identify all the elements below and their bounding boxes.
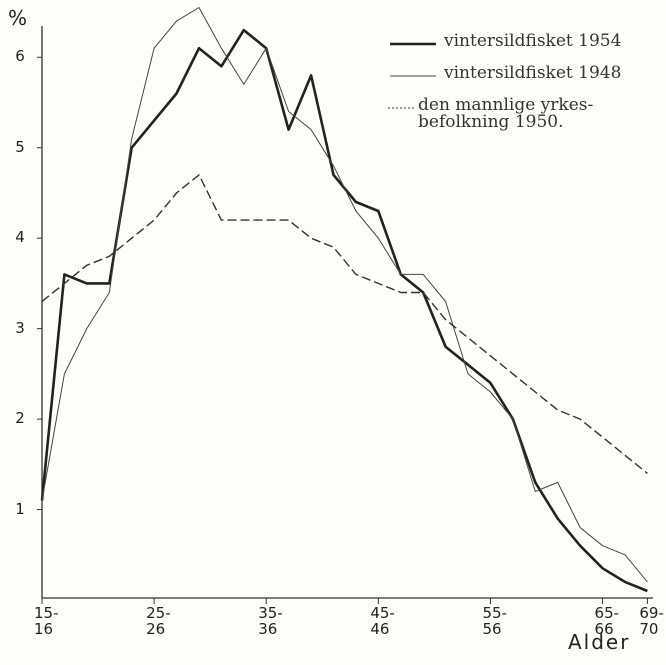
x-tick-label: 25- 26 [146, 604, 171, 638]
y-tick-label: 2 [15, 409, 25, 428]
y-tick-label: 5 [15, 137, 25, 156]
series-line [41, 174, 648, 474]
legend-label: vintersildfisket 1954 [444, 31, 622, 51]
x-tick-label: 65- 66 [594, 604, 620, 638]
x-tick-label: 55- 56 [482, 604, 507, 638]
y-tick-label: 1 [15, 499, 25, 518]
y-axis-label: % [8, 6, 28, 30]
legend-label: den mannlige yrkes- befolkning 1950. [418, 95, 594, 132]
y-tick-label: 3 [15, 318, 25, 337]
y-tick-label: 6 [15, 47, 25, 66]
y-tick-label: 4 [15, 228, 25, 247]
x-tick-label: 35- 36 [258, 604, 283, 638]
x-axis-label: Alder [568, 630, 631, 654]
x-tick-label: 69- 70 [639, 604, 664, 638]
legend-label: vintersildfisket 1948 [444, 63, 622, 83]
x-tick-label: 45- 46 [370, 604, 395, 638]
x-tick-label: 15- 16 [34, 604, 59, 638]
series-line [41, 7, 648, 583]
